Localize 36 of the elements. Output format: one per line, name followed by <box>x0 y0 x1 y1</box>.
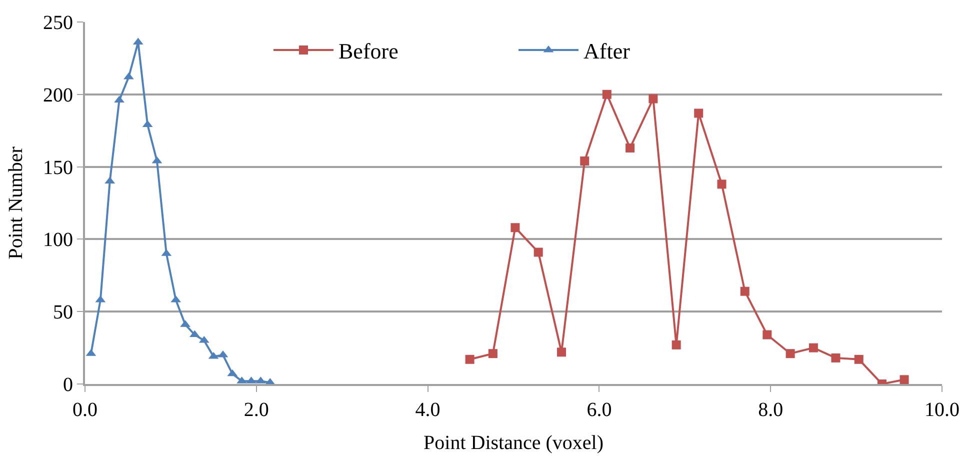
y-tick-label: 50 <box>53 302 73 324</box>
point <box>190 330 200 338</box>
y-tick-label: 100 <box>43 229 73 252</box>
y-tick-label: 0 <box>63 374 73 396</box>
point <box>694 108 704 118</box>
point <box>602 90 612 99</box>
y-axis-title: Point Number <box>5 146 27 260</box>
point <box>808 343 818 352</box>
point <box>580 156 590 166</box>
point <box>626 143 635 152</box>
point <box>717 180 726 189</box>
point <box>831 353 840 362</box>
point <box>556 348 566 357</box>
y-tick-label: 200 <box>43 84 73 106</box>
point <box>465 354 474 364</box>
point <box>534 248 543 257</box>
point <box>854 354 864 364</box>
y-tick-label: 150 <box>43 156 73 179</box>
point <box>648 94 658 104</box>
point <box>672 340 681 350</box>
x-tick-label: 2.0 <box>244 399 269 421</box>
x-tick-label: 6.0 <box>586 399 612 421</box>
point <box>762 330 772 340</box>
point <box>488 349 498 358</box>
point <box>740 286 750 296</box>
x-tick-label: 10.0 <box>924 399 960 421</box>
point <box>786 349 795 358</box>
legend-label: Before <box>338 38 398 64</box>
y-tick-label: 250 <box>43 12 73 34</box>
x-tick-label: 4.0 <box>415 399 440 421</box>
point <box>900 375 909 384</box>
x-tick-label: 0.0 <box>72 399 98 421</box>
legend-label: After <box>584 38 631 64</box>
x-axis-title: Point Distance (voxel) <box>424 432 604 454</box>
point <box>510 223 520 232</box>
x-tick-label: 8.0 <box>758 399 784 421</box>
